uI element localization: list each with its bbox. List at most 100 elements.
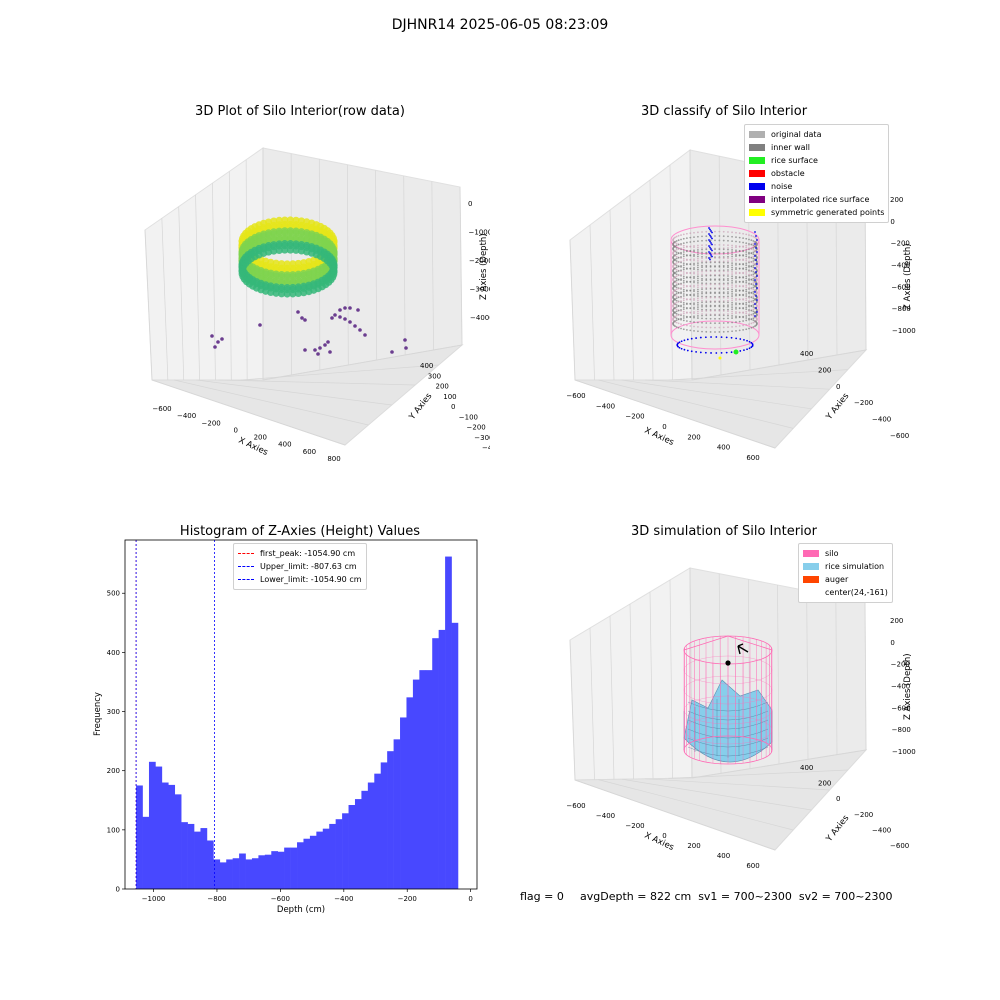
wall-point [745, 295, 748, 297]
wall-point [709, 314, 712, 317]
panel4-x-tick-label: −200 [625, 822, 644, 830]
wall-point [680, 238, 682, 241]
wall-point [738, 289, 741, 292]
wall-point [705, 270, 708, 273]
wall-point [685, 272, 688, 275]
wall-point [718, 292, 721, 295]
wall-point [709, 270, 712, 273]
wall-point [722, 317, 725, 320]
wall-point [742, 320, 745, 322]
legend-label: Lower_limit: -1054.90 cm [260, 575, 362, 584]
wall-point [705, 322, 708, 324]
wall-point [709, 305, 712, 308]
wall-point [745, 233, 748, 236]
histogram-xlabel: Depth (cm) [277, 905, 325, 915]
wall-point [693, 245, 695, 247]
wall-point [714, 252, 716, 255]
histogram-bar [142, 816, 150, 889]
noise-point [720, 336, 723, 339]
wall-point [735, 303, 737, 306]
wall-point [718, 331, 721, 333]
wall-point [731, 293, 733, 295]
wall-point [705, 279, 708, 282]
wall-point [752, 257, 755, 260]
histogram-bar [258, 855, 266, 889]
wall-point [718, 261, 721, 264]
panel4-zlabel: Z Axies (Depth) [903, 653, 913, 720]
wall-point [752, 253, 755, 256]
center-point [725, 660, 731, 666]
wall-point [727, 321, 729, 324]
legend-line [238, 566, 254, 567]
wall-point [675, 273, 678, 276]
x-tick-label: −400 [334, 895, 353, 903]
wall-point [693, 236, 695, 239]
wall-point [750, 261, 753, 264]
panel4-x-tick-label: 600 [746, 862, 759, 870]
wall-point [677, 234, 680, 237]
wall-point [682, 246, 685, 249]
wall-point [697, 275, 699, 278]
panel1-gridline [161, 218, 169, 381]
wall-point [745, 237, 748, 240]
wall-point [745, 277, 748, 280]
legend-swatch [749, 157, 765, 164]
wall-point [689, 329, 692, 332]
noise-point [690, 350, 693, 353]
wall-point [752, 306, 755, 308]
noise-point [748, 347, 751, 350]
noise-point [704, 351, 707, 354]
auger-arrow-icon [737, 643, 749, 655]
wall-point [745, 246, 748, 249]
wall-point [705, 317, 708, 320]
panel2-x-tick-label: 0 [662, 423, 666, 431]
wall-point [752, 312, 755, 315]
wall-point [677, 270, 680, 272]
panel1-points [210, 216, 408, 356]
wall-point [731, 277, 733, 280]
wall-point [727, 239, 729, 242]
noise-point [699, 351, 702, 354]
wall-point [693, 255, 695, 257]
panel1-x-tick-label: −600 [152, 405, 171, 413]
low-point [338, 308, 342, 312]
wall-point [750, 287, 753, 290]
wall-point [735, 253, 737, 256]
panel1-gridline [431, 181, 434, 351]
panel1-x-tick-label: 0 [233, 426, 237, 434]
wall-point [677, 256, 680, 259]
wall-point [745, 259, 748, 262]
wall-point [722, 296, 725, 299]
panel2-xlabel: X Axies [643, 426, 676, 449]
wall-point [738, 236, 741, 239]
wall-point [680, 313, 682, 316]
wall-point [731, 255, 733, 258]
noise-point [710, 230, 712, 232]
wall-point [705, 274, 708, 277]
wall-point [718, 265, 721, 268]
wall-point [674, 245, 676, 248]
wall-point [693, 258, 695, 261]
legend-entry: auger [803, 573, 888, 586]
wall-point [748, 238, 750, 241]
surface-point [286, 246, 295, 254]
wall-point [705, 235, 708, 238]
histogram-bar [136, 785, 143, 889]
panel4-gridline [777, 584, 780, 765]
wall-point [689, 280, 692, 283]
wall-point [727, 264, 729, 267]
panel2-x-tick-label: 400 [717, 444, 730, 452]
wall-point [675, 257, 678, 260]
noise-point [743, 349, 745, 352]
y-tick-label: 500 [107, 590, 120, 598]
wall-point [682, 259, 685, 262]
wall-point [714, 305, 716, 308]
histogram-bar [239, 853, 246, 889]
wall-point [727, 313, 729, 315]
wall-point [697, 262, 699, 265]
noise-point [756, 287, 758, 289]
wall-point [745, 264, 748, 267]
wall-point [675, 304, 678, 306]
wall-point [674, 280, 676, 283]
